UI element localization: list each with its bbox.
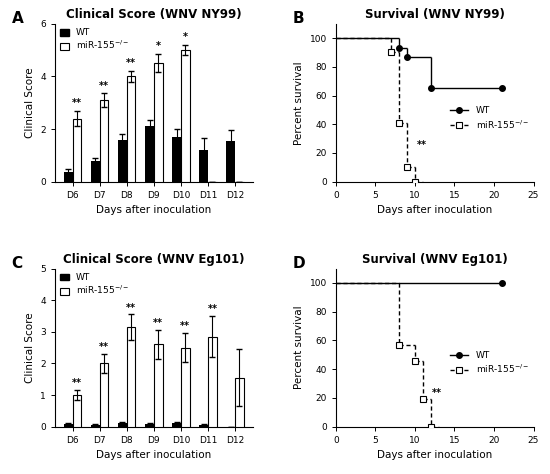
Text: *: * bbox=[156, 41, 161, 51]
Bar bbox=[64, 173, 73, 182]
Text: **: ** bbox=[99, 81, 109, 91]
Title: Clinical Score (WNV NY99): Clinical Score (WNV NY99) bbox=[66, 8, 241, 21]
X-axis label: Days after inoculation: Days after inoculation bbox=[377, 450, 492, 460]
Bar bbox=[127, 76, 135, 182]
Bar bbox=[91, 425, 100, 427]
Text: *: * bbox=[183, 32, 188, 42]
Y-axis label: Clinical Score: Clinical Score bbox=[25, 312, 35, 383]
Title: Survival (WNV NY99): Survival (WNV NY99) bbox=[365, 8, 504, 21]
Title: Survival (WNV Eg101): Survival (WNV Eg101) bbox=[362, 253, 508, 266]
X-axis label: Days after inoculation: Days after inoculation bbox=[96, 205, 212, 215]
Bar bbox=[127, 327, 135, 427]
Text: B: B bbox=[292, 11, 304, 26]
Bar bbox=[172, 137, 181, 182]
Bar bbox=[181, 347, 190, 427]
Legend: WT, miR-155$^{-/-}$: WT, miR-155$^{-/-}$ bbox=[59, 28, 129, 51]
Bar bbox=[100, 100, 108, 182]
Bar bbox=[118, 139, 127, 182]
Bar bbox=[145, 424, 154, 427]
Bar bbox=[235, 378, 244, 427]
Bar bbox=[73, 118, 81, 182]
Bar bbox=[154, 345, 163, 427]
Text: **: ** bbox=[432, 388, 442, 398]
Text: **: ** bbox=[72, 378, 82, 388]
Bar bbox=[181, 50, 190, 182]
Text: **: ** bbox=[416, 140, 426, 150]
Y-axis label: Percent survival: Percent survival bbox=[294, 61, 304, 145]
Text: **: ** bbox=[99, 342, 109, 352]
Bar bbox=[172, 423, 181, 427]
Text: C: C bbox=[12, 256, 23, 271]
X-axis label: Days after inoculation: Days after inoculation bbox=[96, 450, 212, 460]
Bar bbox=[145, 127, 154, 182]
Text: D: D bbox=[292, 256, 305, 271]
Bar bbox=[154, 63, 163, 182]
Text: **: ** bbox=[126, 58, 136, 68]
Legend: WT, miR-155$^{-/-}$: WT, miR-155$^{-/-}$ bbox=[59, 273, 129, 296]
Bar bbox=[199, 425, 208, 427]
Bar bbox=[91, 161, 100, 182]
Y-axis label: Clinical Score: Clinical Score bbox=[25, 67, 35, 138]
Text: **: ** bbox=[126, 302, 136, 312]
Bar bbox=[199, 150, 208, 182]
Bar bbox=[64, 424, 73, 427]
Bar bbox=[227, 141, 235, 182]
Text: **: ** bbox=[207, 304, 217, 314]
Legend: WT, miR-155$^{-/-}$: WT, miR-155$^{-/-}$ bbox=[450, 107, 529, 130]
Y-axis label: Percent survival: Percent survival bbox=[294, 306, 304, 390]
X-axis label: Days after inoculation: Days after inoculation bbox=[377, 205, 492, 215]
Title: Clinical Score (WNV Eg101): Clinical Score (WNV Eg101) bbox=[63, 253, 245, 266]
Text: **: ** bbox=[72, 98, 82, 108]
Text: A: A bbox=[12, 11, 23, 26]
Text: **: ** bbox=[153, 319, 163, 328]
Bar bbox=[208, 337, 217, 427]
Bar bbox=[73, 395, 81, 427]
Legend: WT, miR-155$^{-/-}$: WT, miR-155$^{-/-}$ bbox=[450, 351, 529, 375]
Text: **: ** bbox=[180, 321, 190, 331]
Bar bbox=[100, 364, 108, 427]
Bar bbox=[118, 423, 127, 427]
